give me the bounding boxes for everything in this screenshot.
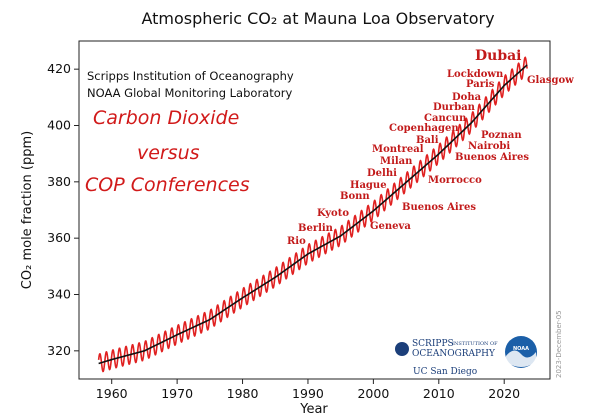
series-layer: [97, 56, 528, 373]
conference-label: Copenhagen: [389, 123, 459, 134]
x-axis-label: Year: [299, 402, 328, 417]
conference-label: Doha: [452, 92, 482, 103]
noaa-wave-icon: [506, 350, 536, 367]
conference-label: Hague: [350, 180, 387, 191]
conference-label: Kyoto: [317, 208, 349, 219]
conference-label: Bali: [416, 135, 439, 146]
x-axis: 1960 1970 1980 1990 2000 2010 2020: [96, 379, 520, 401]
x-tick-label: 1980: [227, 386, 259, 401]
conference-label: Geneva: [370, 221, 411, 232]
ucsd-logo: UC San Diego: [413, 367, 477, 377]
y-axis-label: CO₂ mole fraction (ppm): [20, 131, 35, 289]
plot-frame: [78, 40, 551, 380]
seasonal-co2-line: [97, 56, 528, 373]
scripps-logo-small: INSTITUTION OF: [452, 341, 498, 347]
overlay-line-2: versus: [137, 142, 200, 164]
scripps-logo-line1: SCRIPPS: [412, 339, 454, 349]
y-tick-label: 360: [47, 230, 71, 245]
chart-title: Atmospheric CO₂ at Mauna Loa Observatory: [141, 9, 494, 28]
y-tick-label: 320: [47, 343, 71, 358]
overlay-line-3: COP Conferences: [85, 174, 250, 196]
y-axis: 320 340 360 380 400 420: [47, 61, 79, 358]
source-scripps: Scripps Institution of Oceanography: [87, 69, 294, 83]
plot-area: [78, 40, 551, 380]
trend-co2-line: [98, 64, 528, 365]
x-tick-label: 1990: [292, 386, 324, 401]
conference-label: Bonn: [340, 191, 370, 202]
noaa-logo: NOAA: [505, 336, 537, 368]
conference-label: Cancun: [424, 113, 467, 124]
x-tick-label: 1970: [161, 386, 193, 401]
x-tick-label: 2020: [488, 386, 520, 401]
x-tick-label: 2010: [423, 386, 455, 401]
conference-label: Delhi: [367, 168, 397, 179]
y-tick-label: 340: [47, 287, 71, 302]
conference-label: Buenos Aires: [402, 202, 476, 213]
y-tick-label: 420: [47, 61, 71, 76]
scripps-emblem-icon: [395, 342, 409, 356]
x-tick-label: 2000: [357, 386, 389, 401]
conference-label: Poznan: [481, 130, 522, 141]
conference-label: Paris: [466, 79, 495, 90]
conference-label: Nairobi: [468, 141, 510, 152]
conference-label: Rio: [287, 236, 306, 247]
y-tick-label: 380: [47, 174, 71, 189]
conference-label: Morrocco: [428, 175, 482, 186]
conference-label: Berlin: [298, 223, 334, 234]
conference-label: Dubai: [475, 48, 522, 64]
conference-label: Lockdown: [447, 69, 504, 80]
scripps-logo: SCRIPPS INSTITUTION OF OCEANOGRAPHY UC S…: [395, 339, 498, 377]
conference-label: Glasgow: [527, 75, 574, 86]
source-noaa: NOAA Global Monitoring Laboratory: [87, 86, 292, 100]
x-tick-label: 1960: [96, 386, 128, 401]
conference-label: Durban: [433, 102, 476, 113]
scripps-logo-line2: OCEANOGRAPHY: [412, 349, 496, 359]
noaa-logo-text: NOAA: [513, 346, 529, 352]
conference-label: Milan: [380, 156, 413, 167]
conference-label: Buenos Aires: [455, 152, 529, 163]
overlay-line-1: Carbon Dioxide: [93, 107, 239, 129]
y-tick-label: 400: [47, 118, 71, 133]
date-stamp: 2023-December-05: [555, 310, 563, 378]
conference-labels: RioBerlinKyotoGenevaBonnHagueDelhiMilanB…: [287, 48, 574, 247]
conference-label: Montreal: [372, 144, 424, 155]
